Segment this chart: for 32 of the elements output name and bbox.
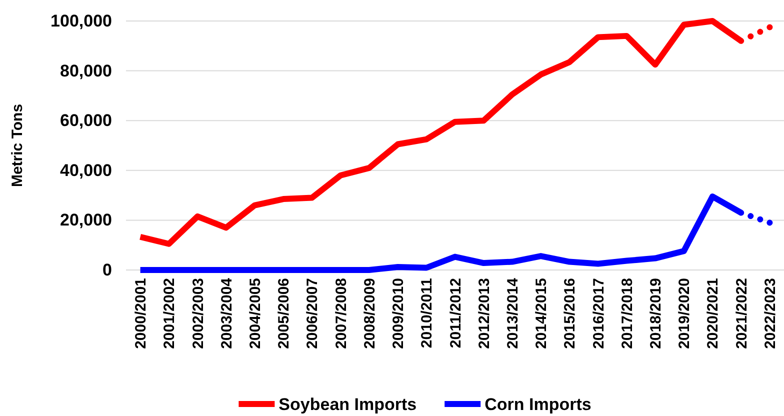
x-tick-label: 2019/2020 (676, 278, 694, 349)
legend-label: Soybean Imports (278, 395, 417, 414)
y-tick-label: 0 (102, 260, 112, 280)
y-tick-label: 60,000 (60, 111, 112, 130)
x-tick-label: 2012/2013 (476, 278, 493, 349)
y-axis-title: Metric Tons (9, 104, 26, 188)
x-tick-label: 2017/2018 (618, 278, 636, 349)
x-tick-label: 2020/2021 (704, 278, 722, 349)
y-tick-label: 40,000 (60, 160, 112, 180)
y-tick-label: 100,000 (50, 11, 112, 30)
x-tick-label: 2010/2011 (418, 278, 436, 348)
x-tick-label: 2004/2005 (246, 278, 264, 349)
x-tick-label: 2016/2017 (590, 278, 608, 349)
x-tick-label: 2013/2014 (504, 277, 522, 349)
x-tick-label: 2021/2022 (733, 278, 750, 349)
x-tick-label: 2008/2009 (361, 278, 378, 349)
x-tick-label: 2002/2003 (190, 278, 207, 349)
x-tick-label: 2006/2007 (304, 278, 322, 349)
x-tick-label: 2014/2015 (533, 278, 550, 349)
x-tick-label: 2015/2016 (562, 278, 579, 349)
x-tick-label: 2005/2006 (276, 278, 293, 349)
x-tick-label: 2001/2002 (161, 278, 178, 349)
legend-label: Corn Imports (484, 395, 592, 414)
x-tick-label: 2009/2010 (390, 278, 408, 349)
y-tick-label: 80,000 (60, 61, 112, 80)
y-tick-label: 20,000 (60, 210, 112, 230)
x-tick-label: 2022/2023 (762, 278, 779, 349)
x-tick-label: 2007/2008 (332, 278, 350, 349)
x-tick-label: 2000/2001 (132, 278, 150, 349)
x-tick-label: 2011/2012 (447, 278, 464, 348)
x-tick-label: 2003/2004 (218, 277, 236, 349)
x-tick-label: 2018/2019 (648, 278, 665, 349)
